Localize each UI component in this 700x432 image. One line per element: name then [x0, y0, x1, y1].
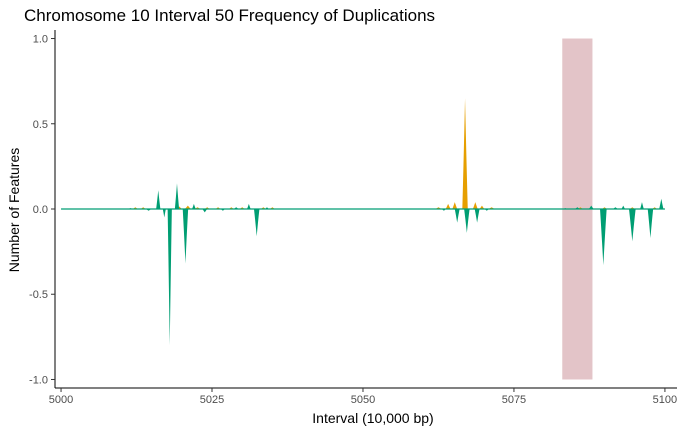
- series-1-peak-16: [472, 202, 478, 209]
- series-1-peak-17: [479, 205, 485, 209]
- y-tick-label: -1.0: [29, 374, 48, 386]
- x-tick-label: 5100: [653, 394, 677, 406]
- series-2-peak-8: [192, 203, 196, 209]
- series-2-peak-26: [628, 209, 636, 242]
- y-tick-label: -0.5: [29, 289, 48, 301]
- series-2-peak-17: [464, 209, 470, 233]
- series-2-peak-25: [621, 205, 626, 209]
- series-2-peak-16: [454, 209, 460, 223]
- series-2-peak-5: [167, 209, 172, 346]
- y-tick-label: 0.5: [33, 119, 48, 131]
- axes-layer: 5000 5025 5050 5075 5100 -1.0 -0.5 0.0 0.5 1.0: [29, 30, 677, 406]
- x-tick-label: 5050: [351, 394, 375, 406]
- series-1-peak-4: [184, 205, 191, 209]
- series-1-peak-14: [452, 202, 458, 209]
- series-layer: [61, 98, 665, 346]
- series-1-peak-13: [445, 203, 451, 209]
- y-tick-label: 0.0: [33, 204, 48, 216]
- series-2-peak-3: [156, 190, 161, 209]
- series-2-peak-4: [162, 209, 166, 218]
- series-2-peak-13: [253, 209, 260, 237]
- chart-title: Chromosome 10 Interval 50 Frequency of D…: [24, 6, 436, 25]
- series-1-peak-15: [462, 98, 468, 209]
- x-tick-label: 5000: [49, 394, 73, 406]
- series-2-peak-9: [202, 209, 208, 213]
- series-2-peak-23: [600, 209, 607, 266]
- y-axis-title: Number of Features: [6, 148, 22, 273]
- series-2-peak-7: [182, 209, 189, 264]
- series-2-peak-18: [474, 209, 480, 223]
- x-axis-title: Interval (10,000 bp): [312, 410, 433, 426]
- series-2-peak-22: [588, 205, 594, 209]
- x-tick-label: 5025: [200, 394, 224, 406]
- series-2-peak-29: [659, 198, 664, 209]
- series-2-peak-6: [174, 183, 180, 209]
- series-2-peak-12: [247, 203, 251, 209]
- series-2-peak-28: [647, 209, 654, 238]
- series-2-peak-27: [640, 202, 644, 209]
- y-tick-label: 1.0: [33, 34, 48, 46]
- x-tick-label: 5075: [502, 394, 526, 406]
